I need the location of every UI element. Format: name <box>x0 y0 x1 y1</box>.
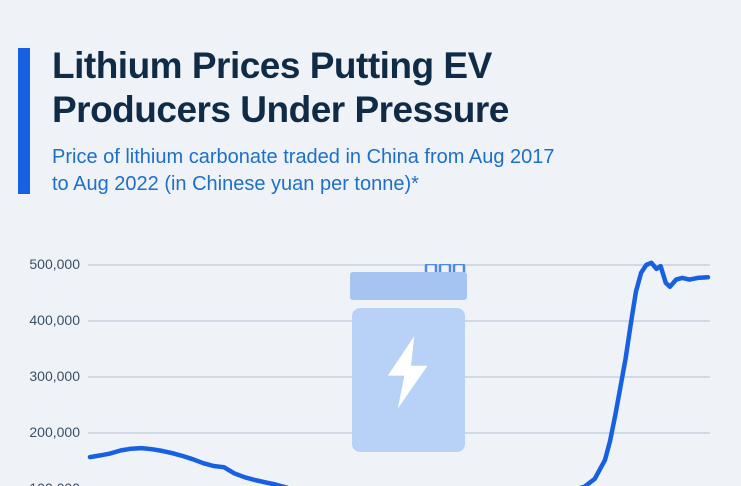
page-subtitle-line-2: to Aug 2022 (in Chinese yuan per tonne)* <box>52 173 419 195</box>
battery-icon <box>350 262 468 486</box>
y-axis-label: 300,000 <box>29 368 80 384</box>
y-axis-label: 500,000 <box>29 256 80 272</box>
y-axis-label: 400,000 <box>29 312 80 328</box>
page-title-line-1: Lithium Prices Putting EV <box>52 45 492 86</box>
y-axis-label: 200,000 <box>29 424 80 440</box>
y-axis-label: 100,000 <box>12 479 80 486</box>
battery-cap <box>350 272 467 300</box>
title-accent-bar <box>18 48 30 194</box>
page-subtitle-line-1: Price of lithium carbonate traded in Chi… <box>52 146 555 168</box>
battery-icon-graphic <box>350 262 467 452</box>
page-subtitle: Price of lithium carbonate traded in Chi… <box>52 144 555 198</box>
page-title: Lithium Prices Putting EV Producers Unde… <box>52 44 509 132</box>
page-title-line-2: Producers Under Pressure <box>52 89 509 130</box>
